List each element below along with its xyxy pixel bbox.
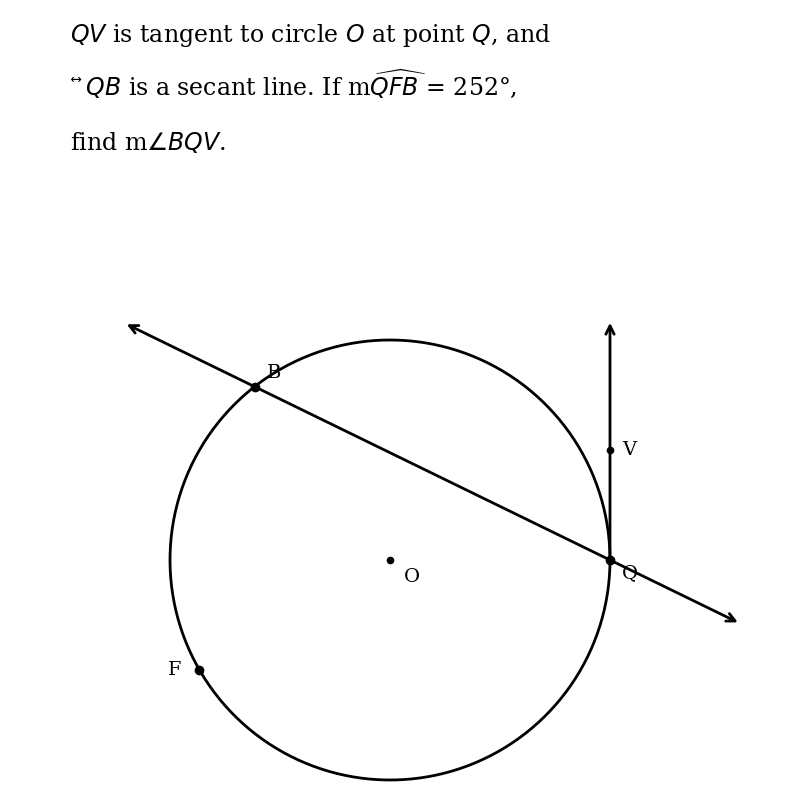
Text: $\it{QV}$ is tangent to circle $\it{O}$ at point $\it{Q}$, and: $\it{QV}$ is tangent to circle $\it{O}$ … [70,22,550,49]
Text: F: F [168,661,182,679]
Text: $\overleftrightarrow{\it{QB}}$ is a secant line. If m$\widehat{\it{Q}\it{F}\it{B: $\overleftrightarrow{\it{QB}}$ is a seca… [70,68,517,100]
Text: O: O [404,568,420,586]
Text: B: B [266,364,281,381]
Text: find m$\angle \it{BQV}$.: find m$\angle \it{BQV}$. [70,130,226,155]
Text: Q: Q [622,564,638,582]
Text: V: V [622,441,636,459]
